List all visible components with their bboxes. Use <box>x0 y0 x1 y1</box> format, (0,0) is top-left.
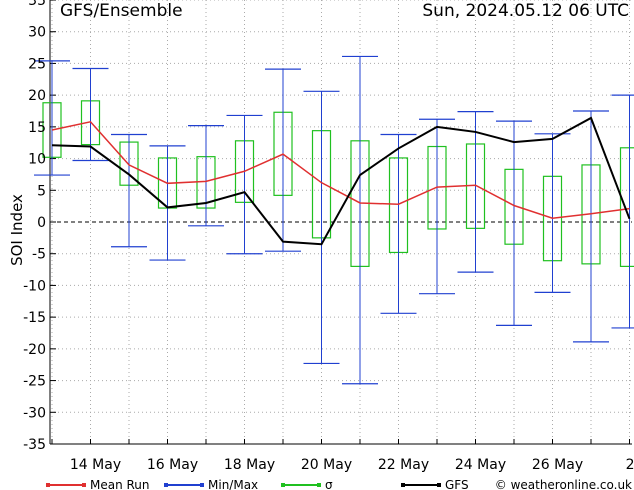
legend-label: σ <box>325 478 333 490</box>
mean-series-line <box>51 120 630 219</box>
legend-swatch-end <box>200 483 204 487</box>
y-tick-label: -20 <box>23 342 46 358</box>
credit-text: © weatheronline.co.uk <box>495 478 632 490</box>
y-tick-label: -25 <box>23 374 46 390</box>
x-tick-label: 22 May <box>378 457 429 473</box>
legend-swatch-end <box>401 483 405 487</box>
y-tick-label: 0 <box>37 215 46 231</box>
legend-swatch-end <box>281 483 285 487</box>
y-tick-label: -30 <box>23 405 46 421</box>
series-lines <box>51 116 631 246</box>
axes <box>49 0 632 445</box>
grid-lines <box>50 0 632 445</box>
chart-datetime: Sun, 2024.05.12 06 UTC <box>422 1 629 21</box>
legend: Mean Run Min/Max σ GFS <box>46 478 469 490</box>
x-tick-label: 18 May <box>224 457 275 473</box>
legend-label: GFS <box>445 478 469 490</box>
y-axis-label: SOI Index <box>8 194 26 266</box>
legend-swatch-end <box>317 483 321 487</box>
x-tick-labels: 14 May 16 May 18 May 20 May 22 May 24 May 26 M… <box>70 457 634 473</box>
minmax-bars <box>34 55 634 385</box>
y-tick-label: -10 <box>23 278 46 294</box>
y-tick-label: 20 <box>28 88 46 104</box>
legend-label: Mean Run <box>90 478 150 490</box>
legend-swatch-end <box>437 483 441 487</box>
y-tick-label: -5 <box>32 247 46 263</box>
y-tick-label: 15 <box>28 120 46 136</box>
x-tick-label: 24 May <box>455 457 506 473</box>
legend-swatch-end <box>164 483 168 487</box>
x-tick-label: 26 May <box>532 457 583 473</box>
y-tick-label: 10 <box>28 152 46 168</box>
sigma-boxes <box>42 100 634 268</box>
y-tick-label: 35 <box>28 0 46 9</box>
y-tick-labels: -35 -30 -25 -20 -15 -10 -5 0 5 10 15 20 25 30 35 <box>23 0 46 453</box>
y-tick-label: 25 <box>28 56 46 72</box>
y-tick-label: -15 <box>23 310 46 326</box>
y-tick-label: 5 <box>37 183 46 199</box>
y-tick-label: 30 <box>28 25 46 41</box>
legend-swatch-end <box>82 483 86 487</box>
legend-swatch-end <box>46 483 50 487</box>
gfs-series-line <box>51 116 631 246</box>
legend-label: Min/Max <box>208 478 258 490</box>
x-tick-label: 14 May <box>70 457 121 473</box>
y-tick-label: -35 <box>23 437 46 453</box>
x-tick-label: 20 May <box>301 457 352 473</box>
sigma-box <box>619 147 634 268</box>
x-tick-label: 28 <box>626 457 634 473</box>
chart-title: GFS/Ensemble <box>60 1 183 21</box>
x-tick-label: 16 May <box>147 457 198 473</box>
